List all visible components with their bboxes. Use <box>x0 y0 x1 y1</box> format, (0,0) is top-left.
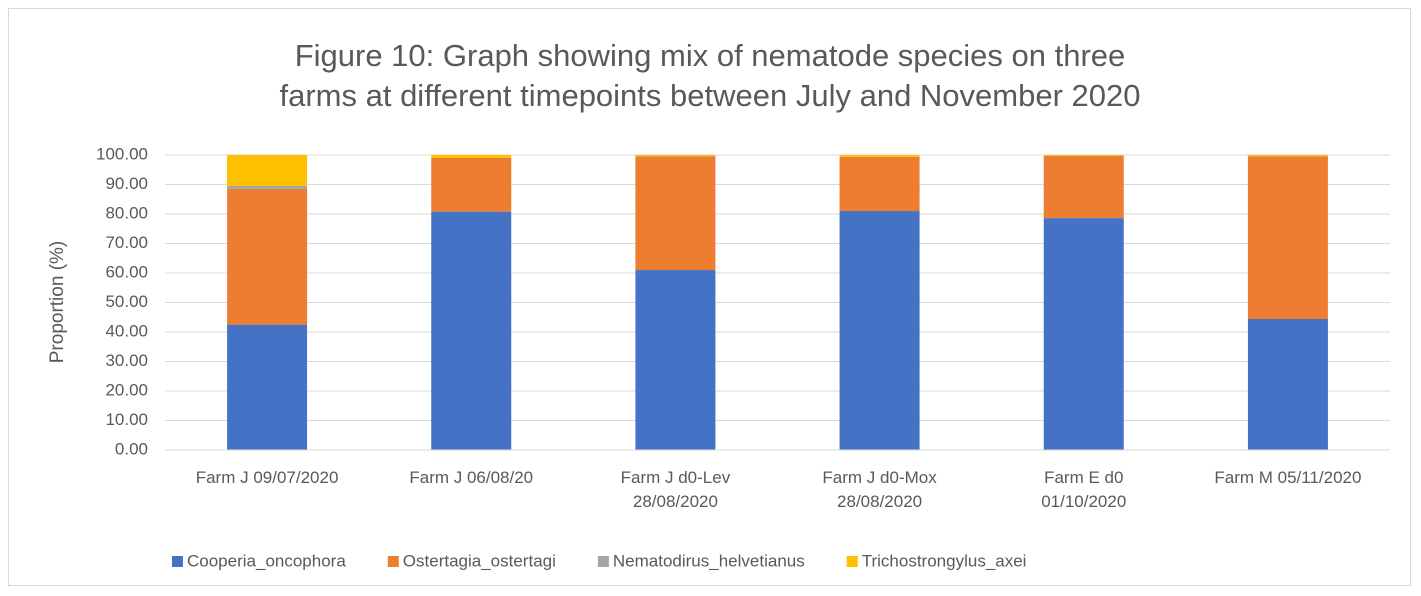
x-tick-label: Farm J 09/07/2020 <box>195 468 339 487</box>
bar-segment <box>839 155 920 157</box>
legend-label: Cooperia_oncophora <box>187 551 346 570</box>
y-tick-label: 60.00 <box>105 262 148 281</box>
y-tick-label: 30.00 <box>105 351 148 370</box>
y-tick-label: 20.00 <box>105 380 148 399</box>
x-tick-label: Farm J d0-Lev 28/08/2020 <box>620 468 731 511</box>
bar-segment <box>227 185 308 189</box>
bar-segment <box>1247 156 1328 320</box>
chart-frame <box>8 8 1411 586</box>
chart-title: Figure 10: Graph showing mix of nematode… <box>279 38 1141 113</box>
bar-segment <box>1043 218 1124 450</box>
y-tick-label: 90.00 <box>105 174 148 193</box>
y-tick-label: 70.00 <box>105 233 148 252</box>
bar-segment <box>1043 155 1124 219</box>
bar-segment <box>227 155 308 186</box>
bar-segment <box>839 211 920 450</box>
legend-swatch <box>846 556 858 567</box>
bar-segment <box>635 156 716 271</box>
bar-segment <box>431 211 512 450</box>
bar-segment <box>635 270 716 450</box>
y-tick-label: 10.00 <box>105 410 148 429</box>
x-tick-label: Farm J d0-Mox 28/08/2020 <box>822 468 937 511</box>
x-tick-label: Farm J 06/08/20 <box>409 468 534 487</box>
y-tick-label: 80.00 <box>105 203 148 222</box>
legend-label: Nematodirus_helvetianus <box>613 551 805 570</box>
bar-segment <box>1043 155 1124 156</box>
legend-swatch <box>172 556 183 567</box>
y-tick-label: 100.00 <box>96 144 148 163</box>
legend-label: Ostertagia_ostertagi <box>403 551 556 570</box>
legend-label: Trichostrongylus_axei <box>862 551 1027 570</box>
bar-segment <box>227 188 308 325</box>
bar-segment <box>1247 155 1328 157</box>
bar-segment <box>839 156 920 212</box>
y-axis-label: Proportion (%) <box>47 241 68 364</box>
x-tick-label: Farm M 05/11/2020 <box>1214 468 1362 487</box>
x-tick-label: Farm E d0 01/10/2020 <box>1041 468 1127 511</box>
bar-segment <box>431 155 512 158</box>
bar-segment <box>227 324 308 450</box>
bar-segment <box>1247 319 1328 450</box>
y-tick-label: 40.00 <box>105 321 148 340</box>
bar-segment <box>431 157 512 212</box>
y-tick-label: 0.00 <box>115 439 148 458</box>
legend-swatch <box>597 556 609 567</box>
bar-segment <box>635 155 716 157</box>
y-tick-label: 50.00 <box>105 292 148 311</box>
legend-swatch <box>387 556 399 567</box>
